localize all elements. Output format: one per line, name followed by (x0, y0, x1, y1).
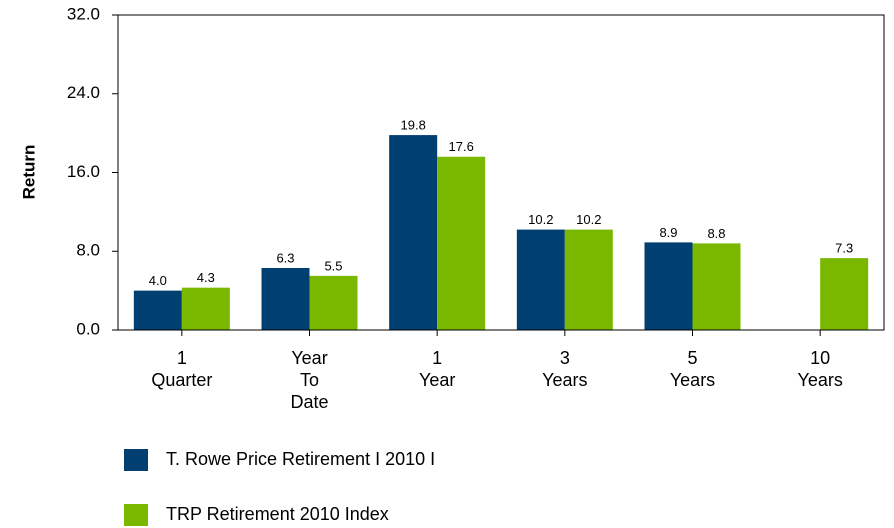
x-tick-label: 10 Years (797, 348, 843, 390)
value-label: 17.6 (449, 139, 474, 154)
bar (516, 229, 565, 330)
y-tick-label: 32.0 (67, 4, 100, 23)
value-label: 6.3 (276, 250, 294, 265)
bar (389, 135, 438, 330)
bar (261, 267, 310, 330)
y-tick-label: 0.0 (76, 319, 100, 338)
legend-swatch (124, 504, 148, 526)
value-label: 19.8 (401, 118, 426, 133)
value-label: 10.2 (528, 212, 553, 227)
x-tick-label: 1 Year (418, 348, 456, 390)
value-label: 10.2 (576, 212, 601, 227)
value-label: 7.3 (835, 241, 853, 256)
bar (820, 258, 869, 330)
y-tick-label: 24.0 (67, 83, 100, 102)
plot-frame (117, 14, 885, 331)
value-label: 8.8 (707, 226, 725, 241)
value-label: 4.3 (197, 270, 215, 285)
y-tick-label: 16.0 (67, 162, 100, 181)
bar (309, 275, 358, 330)
bar (644, 242, 693, 330)
legend-label: TRP Retirement 2010 Index (166, 504, 389, 524)
value-label: 8.9 (659, 225, 677, 240)
x-tick-label: 3 Years (542, 348, 588, 390)
value-label: 4.0 (149, 273, 167, 288)
x-tick-label: 5 Years (669, 348, 716, 390)
bar (564, 229, 613, 330)
bar (133, 290, 182, 330)
legend-label: T. Rowe Price Retirement I 2010 I (166, 449, 435, 469)
y-axis-label: Return (19, 145, 38, 200)
legend-swatch (124, 449, 148, 471)
bar (437, 156, 486, 330)
x-tick-label: Year To Date (290, 348, 329, 412)
bar (181, 287, 230, 330)
value-label: 5.5 (324, 258, 342, 273)
bar (692, 243, 741, 330)
y-tick-label: 8.0 (76, 241, 100, 260)
x-tick-label: 1 Quarter (151, 348, 213, 390)
